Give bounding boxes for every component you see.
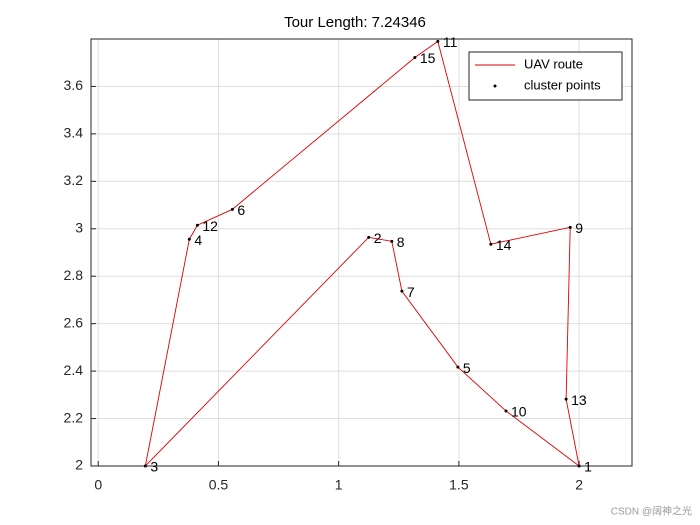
point-label: 13 xyxy=(571,392,587,408)
point-label: 6 xyxy=(237,202,245,218)
y-tick-label: 3 xyxy=(75,219,83,235)
point-label: 11 xyxy=(443,34,458,50)
route-line xyxy=(144,40,580,468)
watermark: CSDN @阔神之光 xyxy=(611,505,692,518)
point-label: 12 xyxy=(202,218,218,234)
cluster-point xyxy=(504,409,508,413)
cluster-point xyxy=(568,225,572,229)
point-label: 1 xyxy=(584,459,592,475)
y-tick-label: 2.2 xyxy=(64,409,84,425)
x-tick-label: 0.5 xyxy=(209,477,229,493)
point-label: 4 xyxy=(194,232,202,248)
cluster-point xyxy=(367,235,371,239)
point-label: 15 xyxy=(420,50,436,66)
point-label: 2 xyxy=(374,230,382,246)
cluster-point xyxy=(413,56,417,60)
cluster-point xyxy=(456,365,460,369)
x-tick-label: 0 xyxy=(94,477,102,493)
legend-label: UAV route xyxy=(524,56,583,71)
cluster-point xyxy=(400,289,404,293)
cluster-point xyxy=(489,242,493,246)
x-tick-label: 1 xyxy=(335,477,343,493)
y-tick-label: 3.6 xyxy=(64,77,84,93)
cluster-point xyxy=(390,239,394,243)
cluster-point xyxy=(564,397,568,401)
y-tick-label: 3.2 xyxy=(64,172,84,188)
point-label: 14 xyxy=(496,237,512,253)
point-label: 7 xyxy=(407,284,415,300)
point-label: 8 xyxy=(397,234,405,250)
y-tick-label: 2.8 xyxy=(64,267,84,283)
y-tick-label: 2 xyxy=(75,457,83,473)
y-tick-label: 2.6 xyxy=(64,314,84,330)
x-tick-label: 1.5 xyxy=(449,477,469,493)
cluster-point xyxy=(187,237,191,241)
cluster-point xyxy=(195,223,199,227)
point-label: 9 xyxy=(575,220,583,236)
y-tick-label: 2.4 xyxy=(64,362,84,378)
point-label: 3 xyxy=(150,459,158,475)
legend-label: cluster points xyxy=(524,77,601,92)
point-label: 5 xyxy=(463,360,471,376)
legend-box xyxy=(468,51,623,101)
legend-swatch xyxy=(493,84,497,88)
cluster-point xyxy=(577,464,581,468)
chart-title: Tour Length: 7.24346 xyxy=(284,14,426,31)
y-tick-label: 3.4 xyxy=(64,125,84,141)
cluster-point xyxy=(143,464,147,468)
point-label: 10 xyxy=(511,404,527,420)
cluster-point xyxy=(436,39,440,43)
axes-box xyxy=(90,38,633,467)
cluster-point xyxy=(230,207,234,211)
x-tick-label: 2 xyxy=(575,477,583,493)
